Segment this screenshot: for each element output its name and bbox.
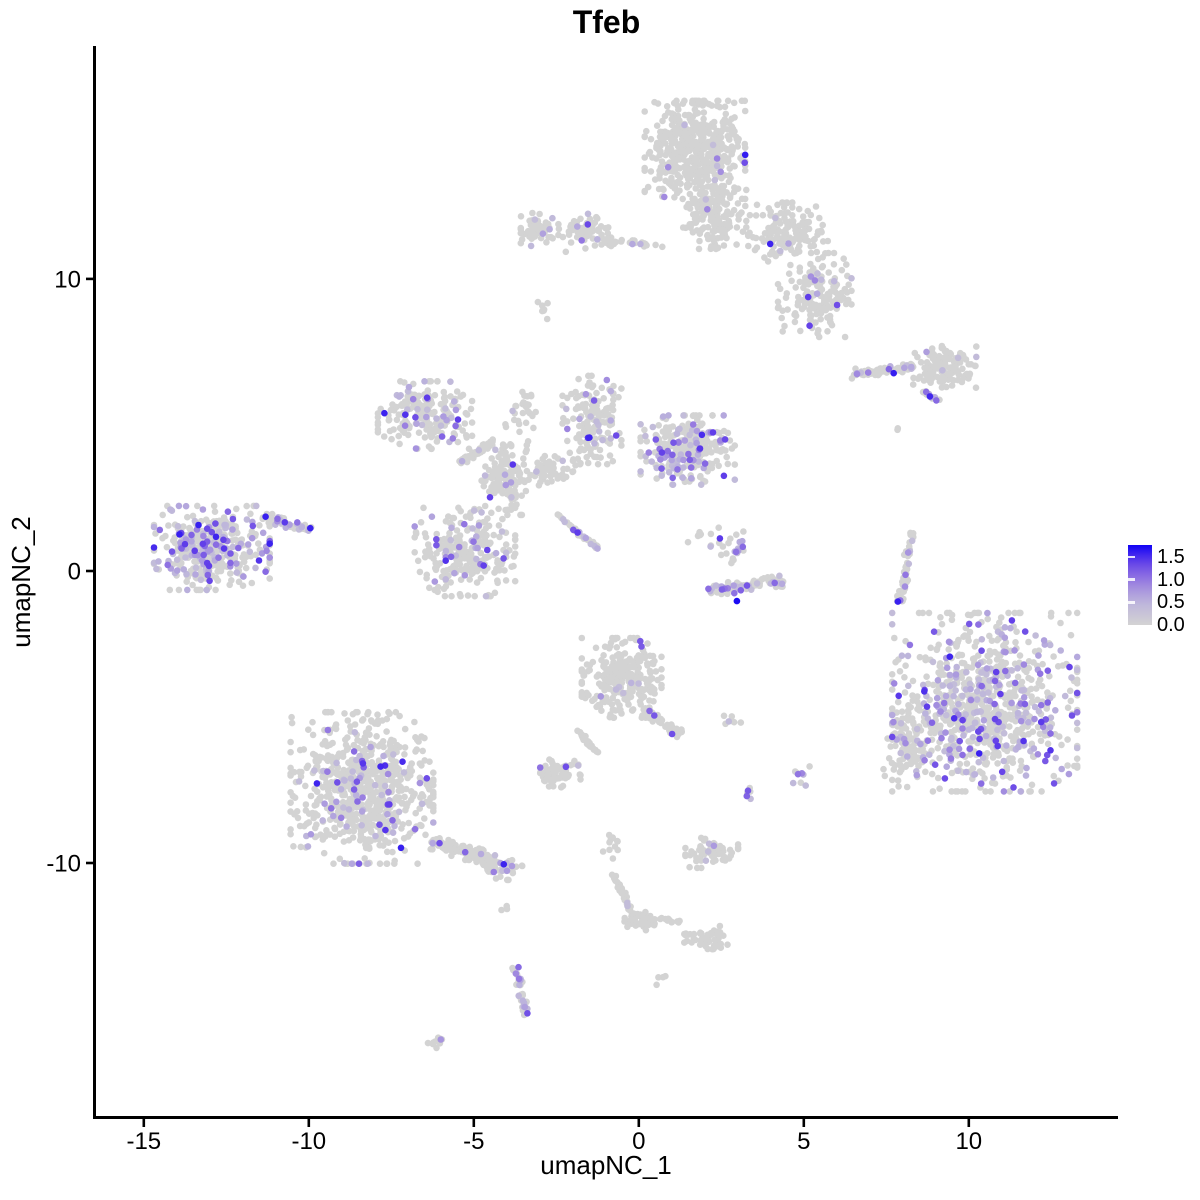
x-tick-label: -5: [463, 1128, 484, 1155]
x-tick-label: 0: [632, 1128, 645, 1155]
y-tick-label: -10: [46, 851, 81, 878]
x-axis-title: umapNC_1: [540, 1150, 672, 1180]
x-tick-label: -15: [126, 1128, 161, 1155]
plot-title: Tfeb: [572, 4, 641, 40]
scatter-points: [150, 97, 1081, 1052]
x-tick-label: 10: [955, 1128, 982, 1155]
axes: -15 -10 -5 0 5 10 10 0 -10: [46, 46, 1118, 1155]
y-axis-title: umapNC_2: [6, 516, 36, 648]
x-tick-label: -10: [291, 1128, 326, 1155]
y-tick-label: 0: [68, 559, 81, 586]
y-tick-label: 10: [54, 266, 81, 293]
x-tick-label: 5: [797, 1128, 810, 1155]
